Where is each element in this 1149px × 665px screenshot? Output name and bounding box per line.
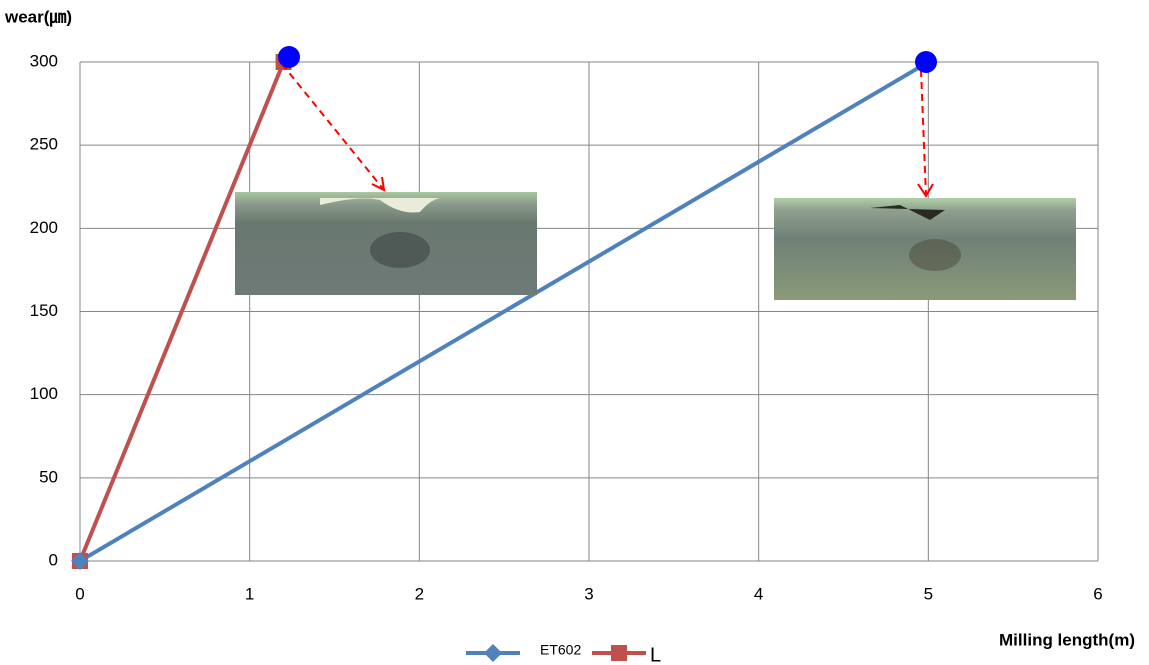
legend-marker [611,645,627,661]
x-tick-label: 0 [75,584,84,603]
legend: ET602 L [466,642,661,665]
wear-zone [320,198,440,213]
point-marker [71,552,89,570]
marker-dot [278,46,300,68]
annotations [235,46,1076,300]
arrow [281,63,385,191]
legend-marker [484,644,502,662]
series-line [78,60,930,563]
y-tick-label: 0 [49,550,58,569]
arrow [920,69,927,197]
marker-dot [915,51,937,73]
y-tick-label: 250 [30,135,58,154]
series-line [78,61,286,562]
y-tick-label: 300 [30,51,58,70]
wear-shadow [909,239,961,271]
y-tick-label: 150 [30,301,58,320]
x-tick-label: 5 [924,584,933,603]
legend-label: ET602 [540,642,581,658]
y-axis-title: wear(㎛) [4,7,72,27]
legend-label: L [650,644,661,665]
x-tick-label: 3 [584,584,593,603]
y-tick-label: 50 [39,467,58,486]
x-tick-label: 6 [1093,584,1102,603]
x-tick-label: 1 [245,584,254,603]
arrow-head [371,176,386,192]
y-tick-label: 200 [30,218,58,237]
arrow-head [917,183,934,198]
plot-area: 0 50 100 150 200 250 300 0 1 2 3 4 5 6 [30,51,1103,603]
wear-zone [870,205,945,220]
x-tick-label: 2 [415,584,424,603]
x-tick-label: 4 [754,584,763,603]
wear-shadow [370,232,430,268]
y-tick-label: 100 [30,384,58,403]
x-axis-title: Milling length(m) [999,630,1135,649]
